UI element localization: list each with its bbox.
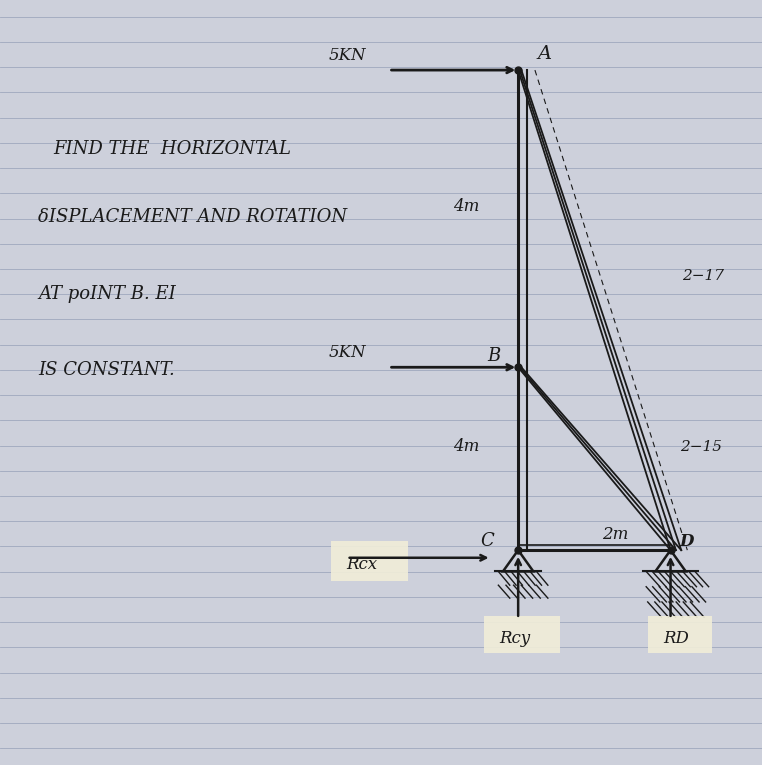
Text: IS CONSTANT.: IS CONSTANT.	[38, 361, 174, 379]
Text: A: A	[537, 44, 552, 63]
Text: D: D	[680, 533, 694, 550]
Text: 2−17: 2−17	[682, 269, 724, 282]
Text: FIND THE  HORIZONTAL: FIND THE HORIZONTAL	[53, 140, 291, 158]
Text: AT poINT B. EI: AT poINT B. EI	[38, 285, 176, 303]
Text: Rcy: Rcy	[499, 630, 530, 647]
Text: Rcx: Rcx	[347, 556, 378, 573]
Text: 4m: 4m	[453, 438, 480, 455]
Text: 2−15: 2−15	[680, 440, 722, 454]
Text: 5KN: 5KN	[328, 47, 366, 64]
Text: 5KN: 5KN	[328, 344, 366, 361]
Text: 2m: 2m	[602, 526, 629, 542]
FancyBboxPatch shape	[648, 617, 712, 653]
FancyBboxPatch shape	[484, 617, 560, 653]
Text: C: C	[480, 532, 494, 550]
Text: B: B	[488, 347, 501, 365]
Text: δISPLACEMENT AND ROTATION: δISPLACEMENT AND ROTATION	[38, 209, 347, 226]
Text: RD: RD	[663, 630, 689, 647]
Text: 4m: 4m	[453, 198, 480, 215]
FancyBboxPatch shape	[331, 541, 408, 581]
